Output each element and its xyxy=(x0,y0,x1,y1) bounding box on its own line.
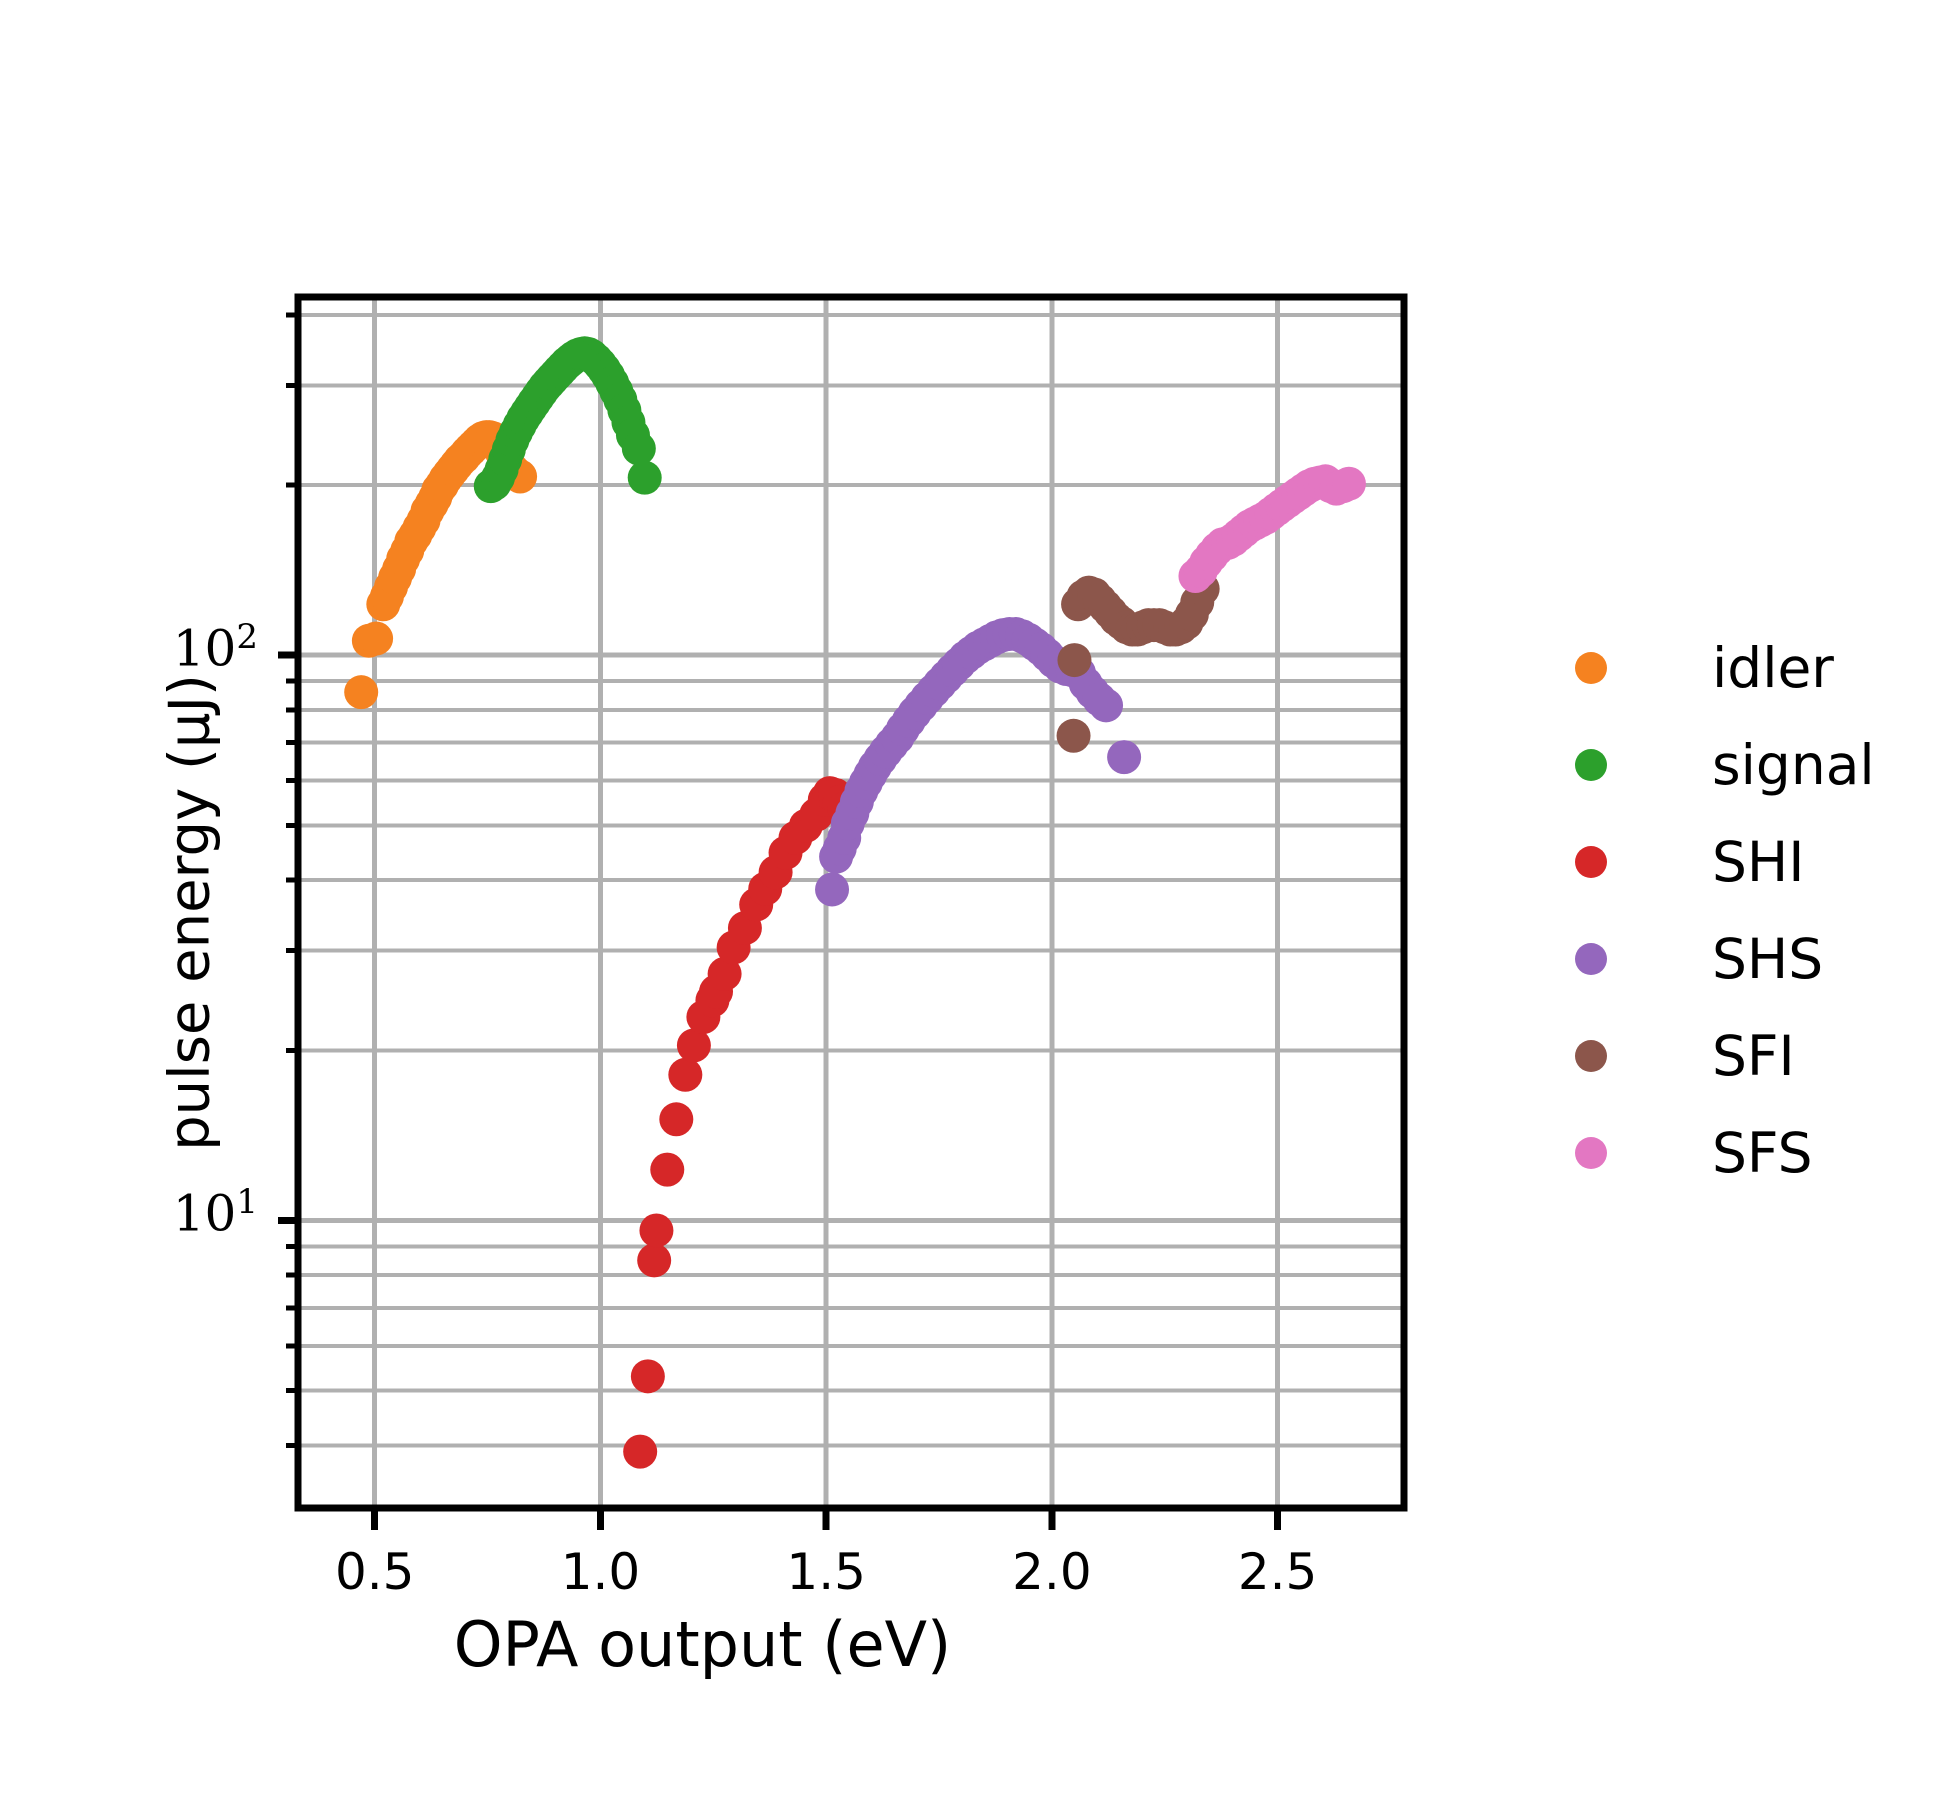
legend-item-sfi[interactable]: SFI xyxy=(1575,1028,1875,1084)
x-tick-label: 1.5 xyxy=(786,1543,866,1601)
series-idler xyxy=(344,420,538,710)
data-point xyxy=(676,1028,711,1063)
legend-item-signal[interactable]: signal xyxy=(1575,737,1875,793)
x-tick-label: 2.0 xyxy=(1012,1543,1092,1601)
series-sfs xyxy=(1178,464,1366,594)
legend: idler signal SHI SHS SFI SFS xyxy=(1575,640,1875,1181)
series-sfi xyxy=(1056,571,1220,753)
legend-marker-icon xyxy=(1575,1040,1607,1072)
y-tick-label: 102 xyxy=(172,617,258,678)
x-tick-label: 2.5 xyxy=(1237,1543,1318,1601)
data-point xyxy=(668,1057,703,1092)
data-point xyxy=(639,1213,674,1248)
legend-item-idler[interactable]: idler xyxy=(1575,640,1875,696)
x-axis-title: OPA output (eV) xyxy=(453,1608,952,1681)
legend-item-label: SFS xyxy=(1712,1120,1813,1185)
data-point xyxy=(815,872,850,907)
data-point xyxy=(359,621,394,656)
legend-marker-icon xyxy=(1575,749,1607,781)
legend-marker-icon xyxy=(1575,652,1607,684)
axes-spines xyxy=(294,293,1408,1512)
legend-item-shs[interactable]: SHS xyxy=(1575,931,1875,987)
legend-item-label: SFI xyxy=(1712,1023,1795,1088)
legend-item-label: SHS xyxy=(1712,926,1824,991)
legend-item-shi[interactable]: SHI xyxy=(1575,834,1875,890)
data-point xyxy=(1089,688,1124,723)
x-tick-label: 0.5 xyxy=(334,1543,415,1601)
legend-item-label: idler xyxy=(1712,635,1834,700)
data-point xyxy=(344,675,379,710)
series-shi xyxy=(623,776,862,1469)
data-point xyxy=(637,1243,672,1278)
y-tick-label: 101 xyxy=(172,1182,258,1244)
data-point xyxy=(659,1102,694,1137)
legend-item-sfs[interactable]: SFS xyxy=(1575,1125,1875,1181)
data-point xyxy=(1331,466,1366,501)
legend-marker-icon xyxy=(1575,846,1607,878)
data-point xyxy=(1056,718,1091,753)
legend-marker-icon xyxy=(1575,1137,1607,1169)
data-points-layer xyxy=(344,336,1366,1469)
legend-marker-icon xyxy=(1575,943,1607,975)
series-shs xyxy=(815,616,1142,907)
x-tick-label: 1.0 xyxy=(560,1543,641,1601)
data-point xyxy=(1057,643,1092,678)
minor-gridlines xyxy=(298,312,1404,1448)
data-point xyxy=(621,431,656,466)
data-point xyxy=(1107,740,1142,775)
data-point xyxy=(650,1152,685,1187)
series-signal xyxy=(473,336,662,504)
data-point xyxy=(707,956,742,991)
legend-item-label: SHI xyxy=(1712,829,1805,894)
data-point xyxy=(623,1434,658,1469)
legend-item-label: signal xyxy=(1712,732,1875,797)
data-point xyxy=(630,1359,665,1394)
data-point xyxy=(627,460,662,495)
